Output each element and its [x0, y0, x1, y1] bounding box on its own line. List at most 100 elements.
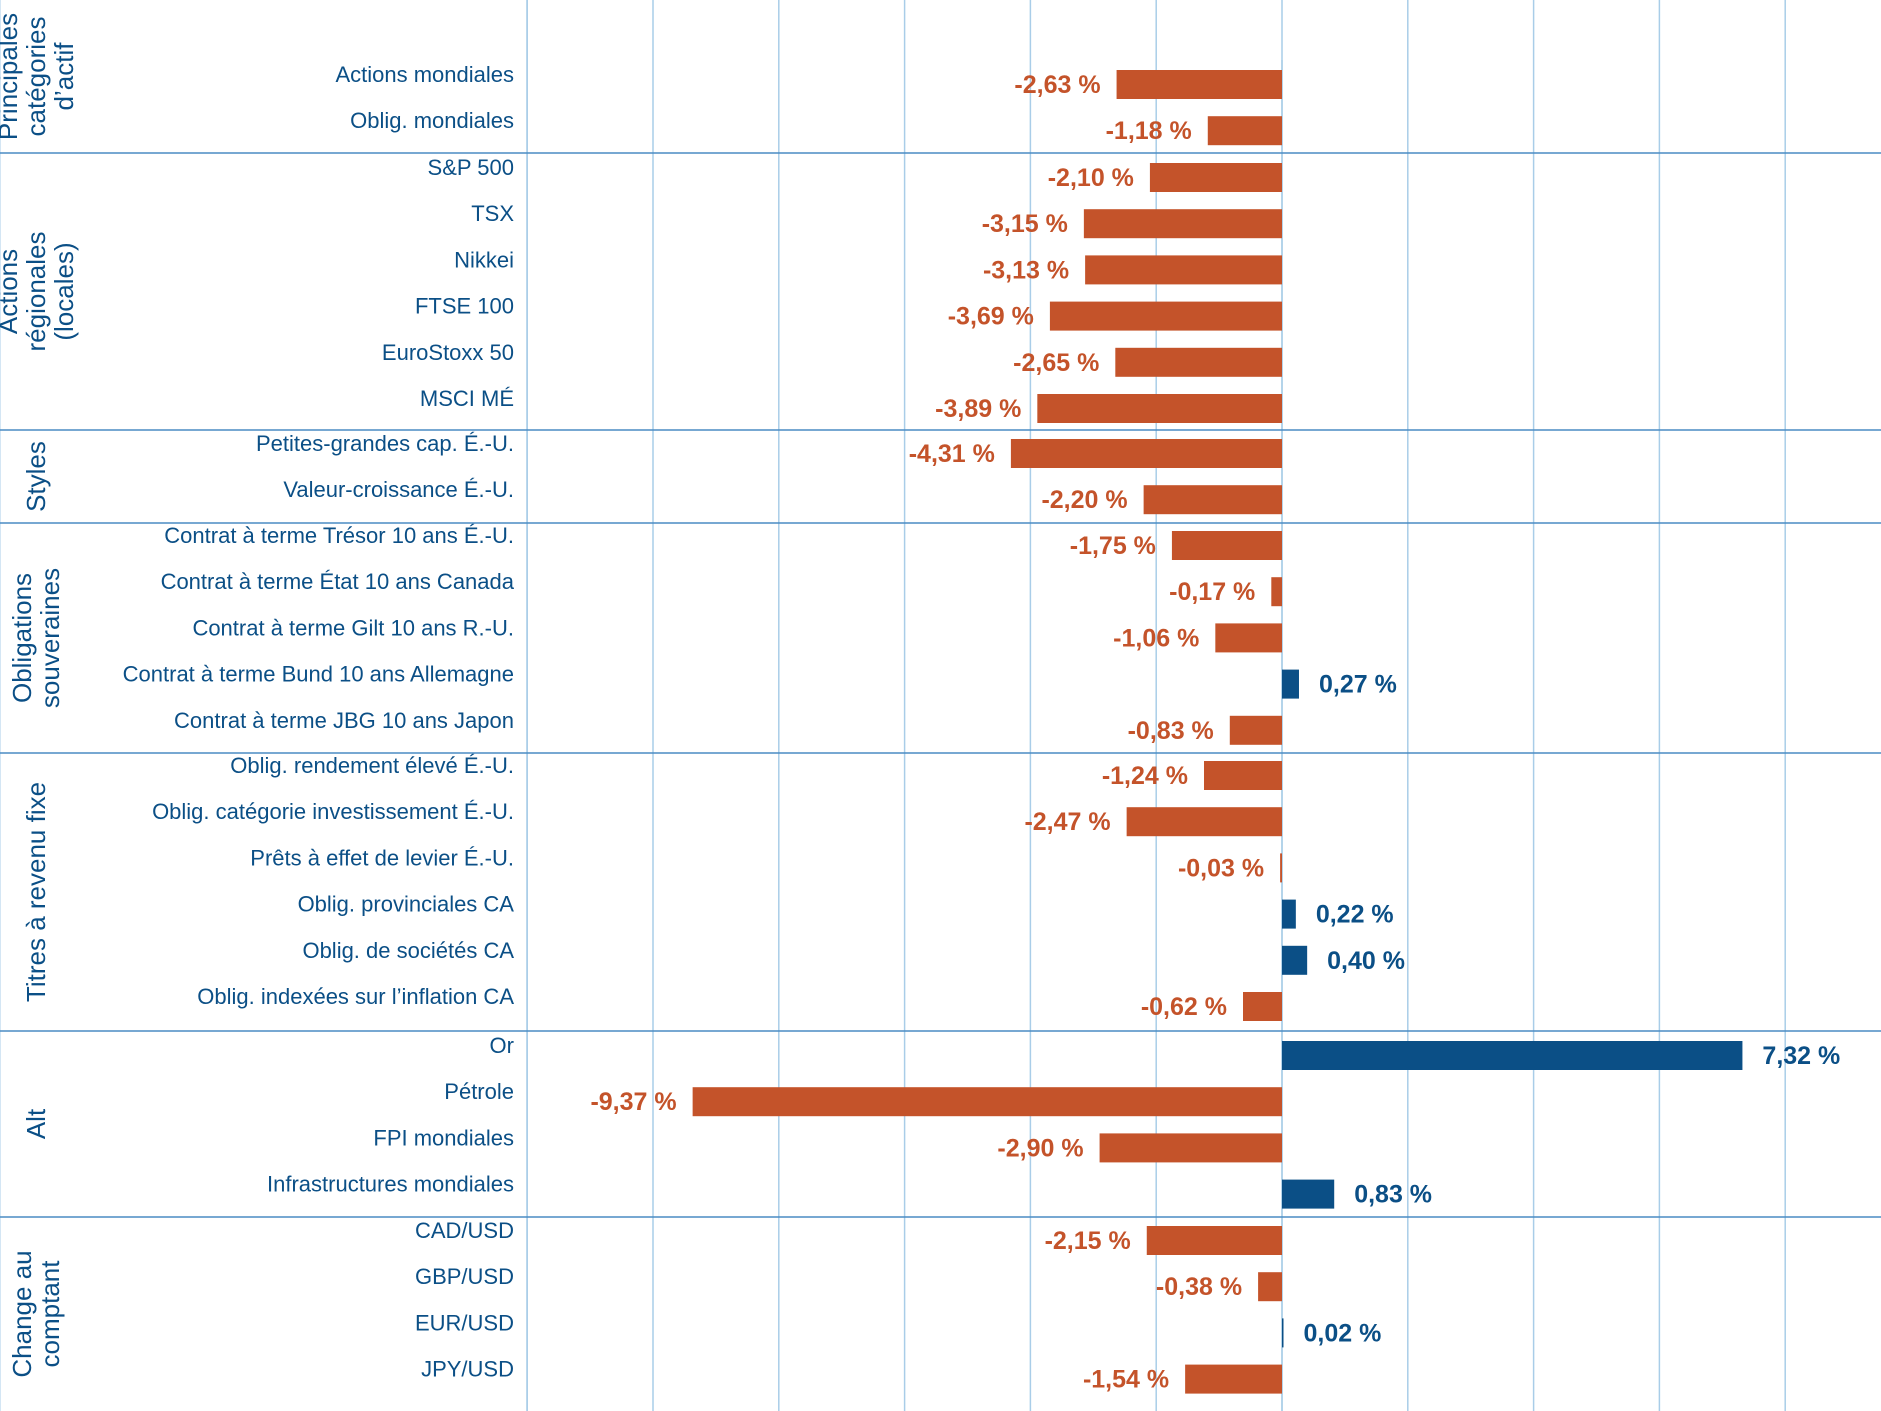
bar-positive	[1282, 899, 1296, 929]
group-label: souveraines	[35, 568, 65, 708]
value-label: -2,63 %	[1014, 71, 1100, 99]
bar-positive	[1282, 1318, 1284, 1348]
value-label: -0,38 %	[1156, 1273, 1242, 1301]
group-label: (locales)	[49, 242, 79, 340]
bar-negative	[1229, 715, 1282, 745]
category-label: Contrat à terme JBG 10 ans Japon	[174, 708, 514, 733]
category-label: TSX	[471, 201, 514, 226]
category-label: FTSE 100	[415, 294, 514, 319]
category-label: Valeur-croissance É.-U.	[283, 477, 514, 502]
category-label: Contrat à terme Bund 10 ans Allemagne	[123, 662, 514, 687]
bar-negative	[1258, 1272, 1282, 1302]
value-label: -0,62 %	[1141, 993, 1227, 1021]
category-label: Infrastructures mondiales	[267, 1172, 514, 1197]
category-label: Contrat à terme Gilt 10 ans R.-U.	[192, 615, 514, 640]
value-label: -2,15 %	[1045, 1227, 1131, 1255]
bar-negative	[1085, 255, 1282, 285]
value-label: -0,17 %	[1169, 578, 1255, 606]
category-label: Petites-grandes cap. É.-U.	[256, 431, 514, 456]
group-label: comptant	[35, 1260, 65, 1368]
bar-negative	[1185, 1364, 1282, 1394]
bar-negative	[1115, 347, 1282, 377]
value-label: -3,13 %	[983, 256, 1069, 284]
bar-negative	[1143, 485, 1282, 515]
bar-negative	[1204, 761, 1282, 790]
group-separators	[0, 152, 1881, 1218]
value-label: -2,20 %	[1041, 486, 1127, 514]
value-label: 0,02 %	[1304, 1319, 1382, 1347]
bar-negative	[1126, 807, 1282, 837]
bar-negative	[1271, 577, 1282, 607]
value-label: -9,37 %	[590, 1088, 676, 1116]
category-label: JPY/USD	[421, 1357, 514, 1382]
gridlines	[0, 0, 1786, 1411]
bar-negative	[1037, 394, 1282, 423]
value-label: 0,22 %	[1316, 901, 1394, 929]
group-label: régionales	[21, 232, 51, 352]
bar-negative	[1010, 439, 1282, 468]
category-label: Pétrole	[444, 1079, 514, 1104]
bar-negative	[1099, 1133, 1282, 1163]
bar-positive	[1282, 945, 1308, 975]
bar-negative	[1149, 163, 1282, 192]
category-label: Oblig. rendement élevé É.-U.	[230, 753, 514, 778]
bar-positive	[1282, 669, 1299, 699]
category-label: EUR/USD	[415, 1310, 514, 1335]
value-label: 7,32 %	[1762, 1042, 1840, 1070]
group-label: Styles	[21, 441, 51, 512]
value-label: -1,18 %	[1106, 117, 1192, 145]
value-label: -3,15 %	[982, 210, 1068, 238]
value-label: -2,47 %	[1024, 808, 1110, 836]
value-label: 0,83 %	[1354, 1181, 1432, 1209]
value-label: -2,90 %	[997, 1134, 1083, 1162]
value-label: -1,54 %	[1083, 1366, 1169, 1394]
value-label: -3,69 %	[948, 303, 1034, 331]
bar-negative	[1171, 531, 1282, 560]
value-label: 0,27 %	[1319, 671, 1397, 699]
group-label: Obligations	[7, 573, 37, 703]
category-label: GBP/USD	[415, 1264, 514, 1289]
bar-negative	[692, 1087, 1282, 1117]
bar-negative	[1049, 301, 1282, 331]
category-label: MSCI MÉ	[420, 386, 514, 411]
bar-negative	[1116, 70, 1282, 99]
group-label: Titres à revenu fixe	[21, 782, 51, 1002]
value-label: -3,89 %	[935, 395, 1021, 423]
group-label: Alt	[21, 1108, 51, 1139]
category-label: Contrat à terme Trésor 10 ans É.-U.	[164, 523, 514, 548]
bar-negative	[1146, 1226, 1282, 1255]
bar-negative	[1083, 209, 1282, 239]
category-label: FPI mondiales	[373, 1125, 514, 1150]
bar-negative	[1215, 623, 1282, 653]
group-label: d’actif	[49, 42, 79, 111]
group-label: Change au	[7, 1250, 37, 1377]
category-label: Actions mondiales	[335, 62, 514, 87]
category-label: Prêts à effet de levier É.-U.	[250, 845, 514, 870]
category-label: CAD/USD	[415, 1218, 514, 1243]
group-label: catégories	[21, 17, 51, 137]
category-label: Oblig. de sociétés CA	[302, 938, 514, 963]
value-label: 0,40 %	[1327, 947, 1405, 975]
value-label: -1,06 %	[1113, 624, 1199, 652]
value-label: -1,75 %	[1070, 532, 1156, 560]
group-label: Actions	[0, 249, 23, 334]
bar-positive	[1282, 1041, 1743, 1070]
group-label: Principales	[0, 13, 23, 140]
value-label: -0,03 %	[1178, 854, 1264, 882]
category-label: Oblig. mondiales	[350, 108, 514, 133]
bar-negative	[1207, 116, 1282, 146]
category-label: Oblig. provinciales CA	[298, 892, 515, 917]
category-label: EuroStoxx 50	[382, 340, 514, 365]
category-label: S&P 500	[428, 155, 514, 180]
bars	[692, 70, 1743, 1394]
value-label: -1,24 %	[1102, 762, 1188, 790]
value-label: -2,65 %	[1013, 349, 1099, 377]
value-label: -2,10 %	[1048, 164, 1134, 192]
category-label: Or	[490, 1033, 514, 1058]
category-label: Oblig. catégorie investissement É.-U.	[152, 799, 514, 824]
category-label: Contrat à terme État 10 ans Canada	[161, 569, 515, 594]
value-label: -4,31 %	[909, 440, 995, 468]
bar-negative	[1280, 853, 1282, 883]
